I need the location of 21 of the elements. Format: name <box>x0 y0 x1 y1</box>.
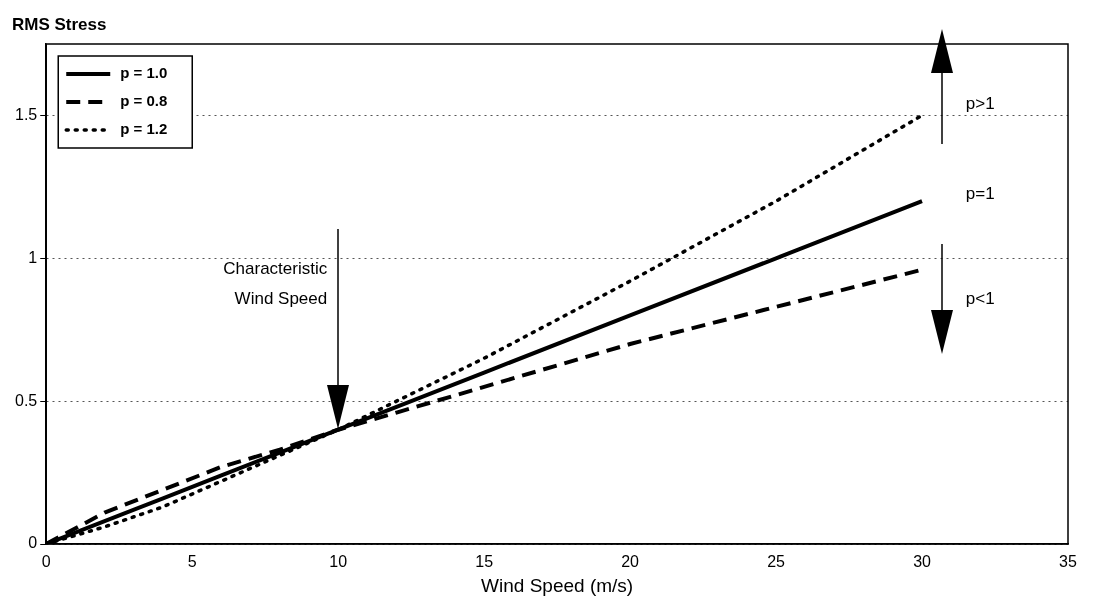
y-tick-label: 1.5 <box>14 105 38 123</box>
x-tick-label: 20 <box>621 553 640 571</box>
x-tick-label: 5 <box>187 553 197 571</box>
y-tick-label: 0 <box>28 534 38 552</box>
annotation: p=1 <box>965 183 995 205</box>
x-tick-label: 35 <box>1059 553 1077 571</box>
y-tick-label: 1 <box>28 248 38 266</box>
x-tick-label: 25 <box>767 553 786 571</box>
annotation: p<1 <box>965 288 995 310</box>
x-tick-label: 0 <box>41 553 51 571</box>
x-axis-title: Wind Speed (m/s) <box>481 574 634 596</box>
annotation: p>1 <box>965 93 995 115</box>
annotation: Characteristic Wind Speed <box>223 258 328 310</box>
legend-label: p = 1.0 <box>120 64 168 82</box>
y-axis-title: RMS Stress <box>12 15 107 35</box>
x-tick-label: 15 <box>475 553 494 571</box>
x-tick-label: 10 <box>329 553 348 571</box>
legend-label: p = 0.8 <box>120 92 168 110</box>
legend-label: p = 1.2 <box>120 120 168 138</box>
x-tick-label: 30 <box>913 553 932 571</box>
y-tick-label: 0.5 <box>14 391 38 409</box>
